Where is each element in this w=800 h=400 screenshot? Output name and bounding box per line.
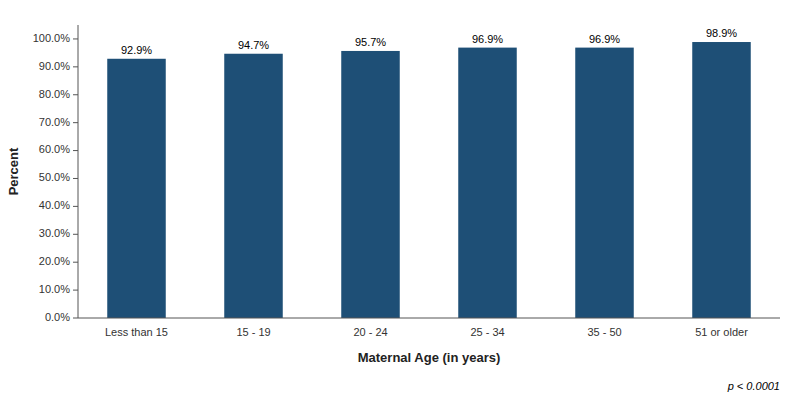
y-tick <box>73 234 78 235</box>
y-tick-label: 80.0% <box>39 88 70 100</box>
chart-container: 0.0% 10.0% 20.0% 30.0% 40.0% 50.0% 60.0% 70.0% 8… <box>0 0 800 400</box>
x-axis-label: Maternal Age (in years) <box>358 350 501 365</box>
annotation: p < 0.0001 <box>727 380 780 392</box>
y-tick-label: 50.0% <box>39 171 70 183</box>
x-tick-label: 25 - 34 <box>470 326 504 338</box>
y-axis-label: Percent <box>6 147 21 195</box>
y-tick-label: 0.0% <box>45 311 70 323</box>
x-axis-line <box>78 318 780 319</box>
y-tick-label: 90.0% <box>39 60 70 72</box>
bar <box>692 42 751 318</box>
data-label: 96.9% <box>589 33 620 45</box>
x-tick-label: Less than 15 <box>105 326 168 338</box>
data-labels: 92.9% 94.7% 95.7% 96.9% 96.9% 98.9% <box>121 27 737 56</box>
y-tick <box>73 178 78 179</box>
chart-svg: 0.0% 10.0% 20.0% 30.0% 40.0% 50.0% 60.0% 70.0% 8… <box>0 0 800 400</box>
bar <box>224 54 283 318</box>
y-tick <box>73 66 78 67</box>
y-tick-label: 20.0% <box>39 255 70 267</box>
y-tick-label: 60.0% <box>39 143 70 155</box>
data-label: 96.9% <box>472 33 503 45</box>
y-tick <box>73 94 78 95</box>
y-tick <box>73 262 78 263</box>
data-label: 95.7% <box>355 36 386 48</box>
y-tick-label: 30.0% <box>39 227 70 239</box>
y-tick-label: 70.0% <box>39 116 70 128</box>
bar <box>458 48 517 318</box>
bars <box>107 42 751 318</box>
y-tick <box>73 150 78 151</box>
bar <box>107 59 166 318</box>
y-tick <box>73 122 78 123</box>
y-axis-line <box>78 25 79 318</box>
y-tick-label: 100.0% <box>33 32 71 44</box>
data-label: 92.9% <box>121 44 152 56</box>
y-tick <box>73 318 78 319</box>
x-tick-label: 20 - 24 <box>353 326 387 338</box>
bar <box>341 51 400 318</box>
bar <box>575 48 634 318</box>
y-tick <box>73 38 78 39</box>
x-tick-label: 15 - 19 <box>236 326 270 338</box>
x-tick-label: 51 or older <box>695 326 748 338</box>
data-label: 98.9% <box>706 27 737 39</box>
x-tick-label: 35 - 50 <box>587 326 621 338</box>
y-tick-label: 40.0% <box>39 199 70 211</box>
y-tick <box>73 206 78 207</box>
data-label: 94.7% <box>238 39 269 51</box>
y-tick <box>73 290 78 291</box>
y-tick-label: 10.0% <box>39 283 70 295</box>
x-axis: Less than 15 15 - 19 20 - 24 25 - 34 35 - 50… <box>105 326 748 338</box>
y-axis: 0.0% 10.0% 20.0% 30.0% 40.0% 50.0% 60.0% 70.0% 8… <box>33 32 78 323</box>
